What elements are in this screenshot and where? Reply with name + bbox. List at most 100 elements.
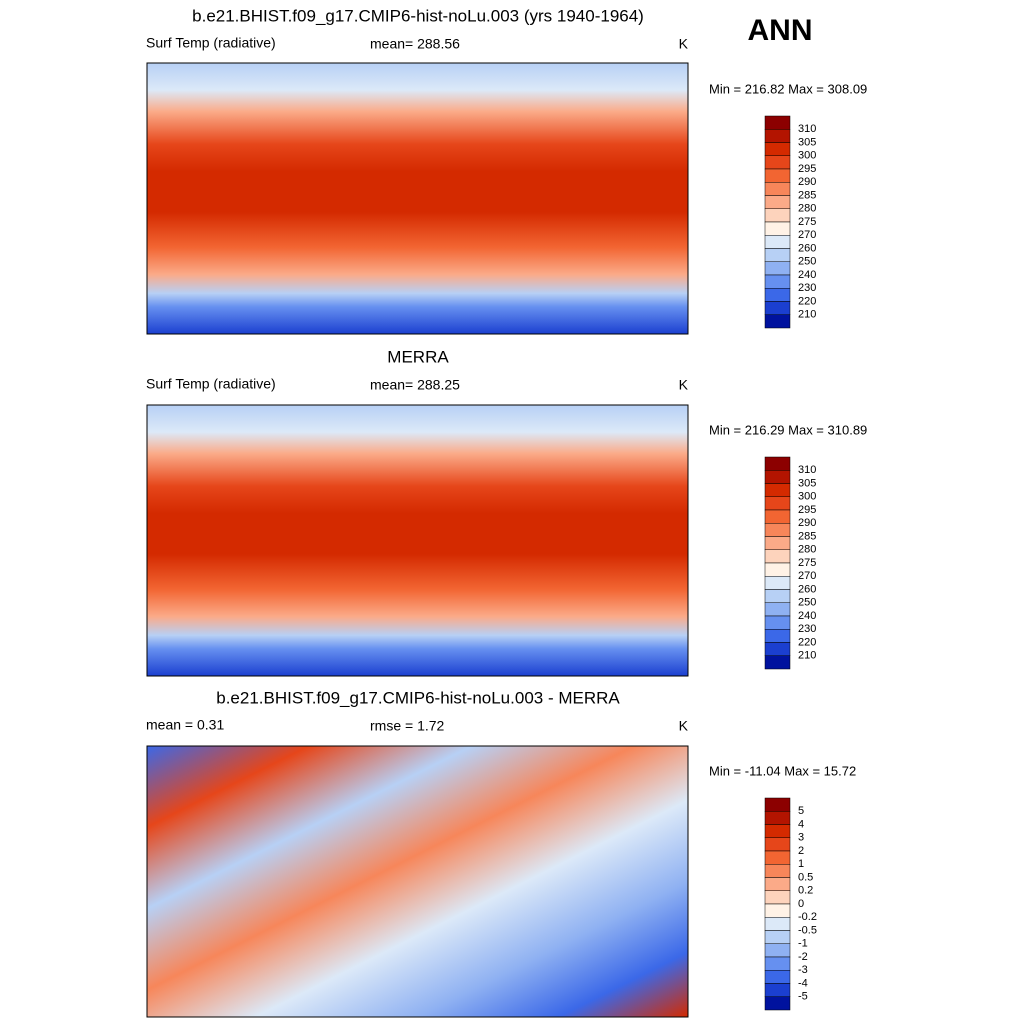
min-max: Min = -11.04 Max = 15.72 xyxy=(709,763,856,778)
colorbar-label: 220 xyxy=(798,636,816,648)
colorbar-box xyxy=(764,970,791,984)
colorbar-label: 300 xyxy=(798,491,816,503)
colorbar-label: 295 xyxy=(798,163,816,175)
colorbar-box xyxy=(764,470,791,484)
colorbar-box xyxy=(764,930,791,944)
colorbar-label: 0.2 xyxy=(798,885,813,897)
colorbar-box xyxy=(764,890,791,905)
colorbar-label: 305 xyxy=(798,136,816,148)
panel-title: MERRA xyxy=(387,347,449,366)
colorbar-label: 260 xyxy=(798,583,816,595)
colorbar-box xyxy=(764,301,791,315)
colorbar-label: 230 xyxy=(798,623,816,635)
colorbar-box xyxy=(764,248,791,262)
left-label: mean = 0.31 xyxy=(146,717,224,733)
colorbar-box xyxy=(764,562,791,577)
colorbar-box xyxy=(764,208,791,223)
colorbar-label: 280 xyxy=(798,203,816,215)
colorbar-box xyxy=(764,917,791,931)
colorbar-label: 250 xyxy=(798,597,816,609)
colorbar-box xyxy=(764,483,791,497)
colorbar-box xyxy=(764,602,791,617)
colorbar-box xyxy=(764,288,791,302)
colorbar-box xyxy=(764,996,791,1011)
colorbar-label: -2 xyxy=(798,951,808,963)
units-label: K xyxy=(679,377,689,393)
colorbar-box xyxy=(764,314,791,329)
colorbar-box xyxy=(764,797,791,812)
colorbar-label: 220 xyxy=(798,295,816,307)
colorbar-label: 4 xyxy=(798,818,804,830)
colorbar-box xyxy=(764,523,791,537)
colorbar-box xyxy=(764,811,791,825)
colorbar-label: 1 xyxy=(798,858,804,870)
colorbar-box xyxy=(764,589,791,603)
colorbar-label: 290 xyxy=(798,517,816,529)
colorbar-box xyxy=(764,195,791,209)
map xyxy=(146,745,689,1018)
min-max: Min = 216.82 Max = 308.09 xyxy=(709,81,867,96)
colorbar-label: 270 xyxy=(798,570,816,582)
colorbar-label: -0.2 xyxy=(798,911,817,923)
colorbar-label: 290 xyxy=(798,176,816,188)
colorbar-box xyxy=(764,615,791,630)
panel-title: b.e21.BHIST.f09_g17.CMIP6-hist-noLu.003 … xyxy=(216,688,620,707)
left-label: Surf Temp (radiative) xyxy=(146,35,276,51)
colorbar-label: 260 xyxy=(798,242,816,254)
colorbar-box xyxy=(764,655,791,670)
colorbar-box xyxy=(764,576,791,590)
colorbar-box xyxy=(764,261,791,276)
map xyxy=(146,62,689,335)
colorbar-box xyxy=(764,235,791,249)
colorbar-box xyxy=(764,168,791,183)
colorbar-label: -3 xyxy=(798,964,808,976)
map xyxy=(146,404,689,677)
colorbar-box xyxy=(764,274,791,289)
colorbar-label: -0.5 xyxy=(798,924,817,936)
colorbar-box xyxy=(764,115,791,130)
colorbar-label: 300 xyxy=(798,150,816,162)
colorbar-label: 240 xyxy=(798,269,816,281)
colorbar-box xyxy=(764,155,791,170)
colorbar-label: 210 xyxy=(798,309,816,321)
colorbar-label: 275 xyxy=(798,216,816,228)
colorbar-box xyxy=(764,509,791,524)
colorbar-box xyxy=(764,824,791,838)
units-label: K xyxy=(679,718,689,734)
colorbar-box xyxy=(764,903,791,918)
colorbar-box xyxy=(764,983,791,997)
min-max: Min = 216.29 Max = 310.89 xyxy=(709,422,867,437)
colorbar-label: 0 xyxy=(798,898,804,910)
colorbar-label: 280 xyxy=(798,544,816,556)
colorbar-box xyxy=(764,456,791,471)
colorbar-box xyxy=(764,837,791,852)
center-label: mean= 288.56 xyxy=(370,36,460,52)
colorbar-label: 270 xyxy=(798,229,816,241)
colorbar-label: -1 xyxy=(798,938,808,950)
colorbar-label: -5 xyxy=(798,991,808,1003)
colorbar-box xyxy=(764,956,791,971)
season-label: ANN xyxy=(748,14,813,47)
colorbar-label: 2 xyxy=(798,845,804,857)
colorbar-box xyxy=(764,496,791,511)
colorbar-label: 305 xyxy=(798,477,816,489)
colorbar-label: 250 xyxy=(798,256,816,268)
colorbar-label: 0.5 xyxy=(798,871,813,883)
colorbar-box xyxy=(764,536,791,550)
left-label: Surf Temp (radiative) xyxy=(146,376,276,392)
colorbar-label: 310 xyxy=(798,123,816,135)
colorbar-box xyxy=(764,943,791,958)
colorbar-box xyxy=(764,642,791,656)
center-label: mean= 288.25 xyxy=(370,377,460,393)
colorbar-label: 285 xyxy=(798,189,816,201)
colorbar-label: -4 xyxy=(798,977,808,989)
colorbar-box xyxy=(764,877,791,891)
colorbar-box xyxy=(764,864,791,878)
colorbar-label: 295 xyxy=(798,504,816,516)
units-label: K xyxy=(679,36,689,52)
colorbar-label: 285 xyxy=(798,530,816,542)
colorbar-label: 310 xyxy=(798,464,816,476)
colorbar-box xyxy=(764,129,791,143)
colorbar-box xyxy=(764,629,791,643)
